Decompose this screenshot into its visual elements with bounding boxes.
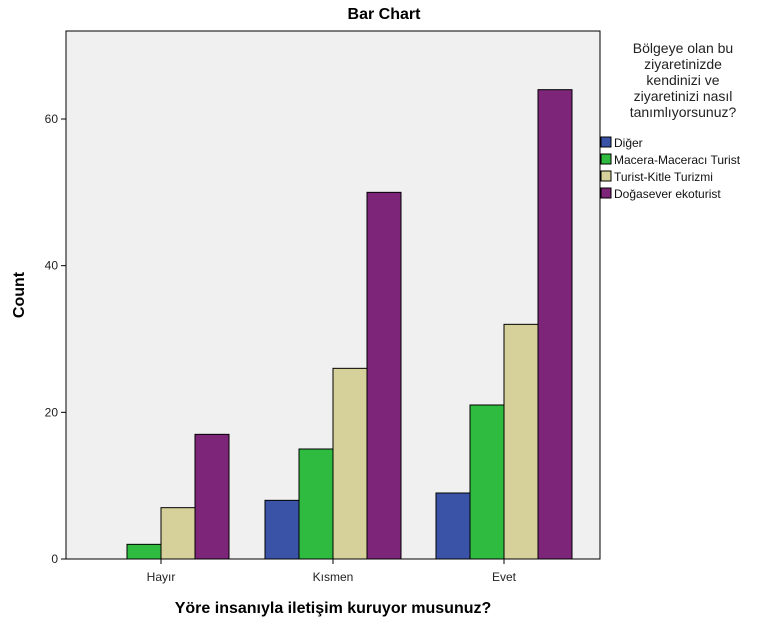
legend-swatch <box>600 170 612 182</box>
bar-1-1 <box>298 448 334 560</box>
x-tick-label: Kısmen <box>313 570 354 584</box>
legend-swatch <box>600 136 612 148</box>
y-tick-label: 40 <box>45 259 59 273</box>
bar-2-3 <box>537 89 573 560</box>
bar-1-3 <box>366 191 402 560</box>
chart-title: Bar Chart <box>348 6 422 23</box>
y-tick-label: 20 <box>45 405 59 419</box>
legend-title-line: ziyaretinizi nasıl <box>634 88 733 104</box>
y-axis-title: Count <box>11 271 28 318</box>
legend-label: Macera-Maceracı Turist <box>614 153 741 167</box>
legend-title-line: kendinizi ve <box>646 72 719 88</box>
x-tick-label: Hayır <box>147 570 176 584</box>
legend-title-line: Bölgeye olan bu <box>633 40 733 56</box>
legend-label: Diğer <box>614 136 643 150</box>
y-tick-label: 60 <box>45 112 59 126</box>
x-tick-label: Evet <box>492 570 517 584</box>
bars-group <box>126 89 573 560</box>
x-axis: Hayır Kısmen Evet <box>147 559 517 584</box>
y-tick-label: 0 <box>51 552 58 566</box>
legend-label: Turist-Kitle Turizmi <box>614 170 713 184</box>
bar-0-1 <box>126 543 162 560</box>
legend-swatch <box>600 153 612 165</box>
bar-0-2 <box>160 507 196 560</box>
legend-title-line: ziyaretinizde <box>644 56 722 72</box>
bar-2-1 <box>469 404 505 560</box>
legend-label: Doğasever ekoturist <box>614 187 721 201</box>
bar-2-2 <box>503 323 539 560</box>
legend-swatch <box>600 187 612 199</box>
y-axis: 0 20 40 60 <box>45 112 66 566</box>
bar-1-0 <box>264 499 300 560</box>
x-axis-title: Yöre insanıyla iletişim kuruyor musunuz? <box>175 600 492 617</box>
bar-1-2 <box>332 367 368 560</box>
bar-0-3 <box>194 433 230 560</box>
bar-2-0 <box>435 492 471 560</box>
legend-title-line: tanımlıyorsunuz? <box>630 104 737 120</box>
